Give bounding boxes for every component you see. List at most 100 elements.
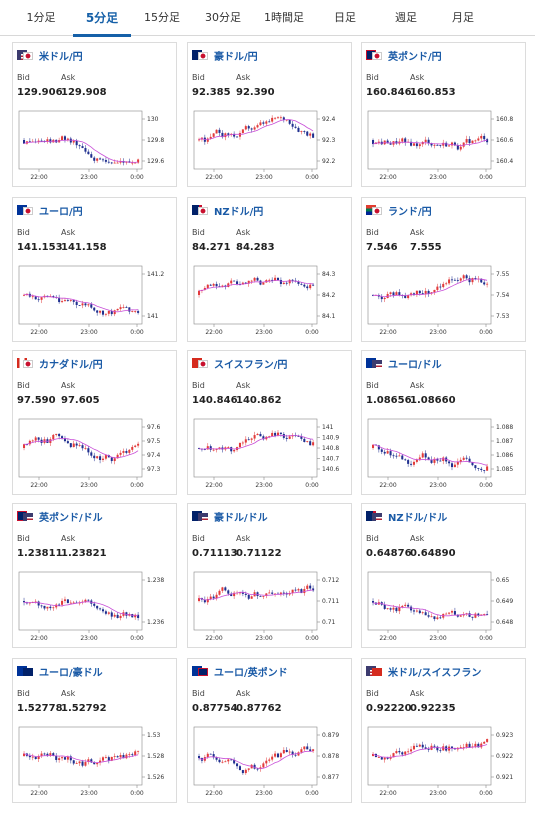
tab-3[interactable]: 30分足 [205, 11, 241, 24]
candlestick-chart[interactable]: 0.712 0.711 0.71 22:00 23:00 0:00 [192, 568, 349, 644]
rate-card[interactable]: 豪ドル/円 Bid Ask 92.385 92.390 92.4 92.3 92.2… [187, 42, 352, 187]
candlestick-chart[interactable]: 1.53 1.528 1.526 22:00 23:00 0:00 [17, 723, 174, 799]
candle-body [215, 757, 218, 760]
candle-body [227, 590, 230, 594]
bid-value: 0.71113 [192, 548, 238, 559]
candlestick-chart[interactable]: 0.879 0.878 0.877 22:00 23:00 0:00 [192, 723, 349, 799]
candlestick-chart[interactable]: 97.6 97.5 97.4 97.3 22:00 23:00 0:00 [17, 415, 174, 491]
rate-card[interactable]: NZドル/円 Bid Ask 84.271 84.283 84.3 84.2 84.… [187, 197, 352, 342]
rate-card[interactable]: ユーロ/英ポンド Bid Ask 0.87754 0.87762 0.879 0.… [187, 658, 352, 803]
tab-4[interactable]: 1時間足 [264, 11, 304, 24]
candle-body [282, 117, 285, 120]
candle-body [43, 753, 46, 755]
currency-pair-label[interactable]: 豪ドル/円 [214, 51, 258, 63]
candle-body [49, 606, 52, 609]
candle-body [407, 295, 410, 299]
candle-body [75, 763, 78, 765]
candle-body [131, 446, 134, 450]
candle-body [110, 612, 113, 617]
candle-body [404, 751, 407, 755]
rate-card[interactable]: ユーロ/円 Bid Ask 141.153 141.158 141.2 141 22… [12, 197, 177, 342]
eu-flag-icon [366, 358, 376, 368]
candle-body [203, 449, 206, 450]
candle-body [253, 764, 256, 769]
x-tick-label: 23:00 [429, 482, 446, 489]
currency-pair-label[interactable]: 米ドル/スイスフラン [388, 667, 482, 679]
rate-card[interactable]: ユーロ/ドル Bid Ask 1.08656 1.08660 1.088 1.08… [361, 350, 526, 495]
candle-body [450, 279, 454, 281]
rate-card[interactable]: 米ドル/円 Bid Ask 129.906 129.908 130 129.8 12… [12, 42, 177, 187]
tab-0[interactable]: 1分足 [26, 11, 56, 24]
x-tick-label: 23:00 [429, 329, 446, 336]
candle-body [63, 438, 66, 442]
candle-body [49, 753, 52, 756]
candle-body [380, 449, 383, 452]
currency-pair-label[interactable]: ユーロ/ドル [388, 359, 442, 371]
candlestick-chart[interactable]: 0.923 0.922 0.921 22:00 23:00 0:00 [366, 723, 523, 799]
currency-pair-label[interactable]: NZドル/ドル [388, 512, 448, 524]
candlestick-chart[interactable]: 1.088 1.087 1.086 1.085 22:00 23:00 0:00 [366, 415, 523, 491]
candle-body [288, 279, 291, 284]
candle-body [23, 444, 26, 448]
currency-pair-label[interactable]: カナダドル/円 [39, 359, 103, 371]
currency-pair-label[interactable]: スイスフラン/円 [214, 359, 288, 371]
moving-average-line [372, 744, 488, 758]
tab-1[interactable]: 5分足 [71, 0, 133, 37]
candlestick-chart[interactable]: 130 129.8 129.6 22:00 23:00 0:00 [17, 107, 174, 183]
currency-pair-label[interactable]: 英ポンド/円 [388, 51, 442, 63]
candlestick-chart[interactable]: 7.55 7.54 7.53 22:00 23:00 0:00 [366, 262, 523, 338]
candlestick-chart[interactable]: 92.4 92.3 92.2 22:00 23:00 0:00 [192, 107, 349, 183]
candle-body [23, 753, 26, 756]
candlestick-chart[interactable]: 160.8 160.6 160.4 22:00 23:00 0:00 [366, 107, 523, 183]
candle-body [66, 138, 69, 140]
candle-body [427, 290, 430, 294]
jp-flag-icon [372, 52, 382, 60]
currency-pair-label[interactable]: NZドル/円 [214, 206, 264, 218]
currency-pair-label[interactable]: 豪ドル/ドル [214, 512, 268, 524]
candle-body [72, 602, 75, 604]
currency-flags-icon [192, 511, 208, 521]
us-flag-icon [372, 360, 382, 368]
currency-pair-label[interactable]: ランド/円 [388, 206, 432, 218]
currency-pair-label[interactable]: ユーロ/英ポンド [214, 667, 288, 679]
rate-card[interactable]: 英ポンド/円 Bid Ask 160.846 160.853 160.8 160.… [361, 42, 526, 187]
tab-7[interactable]: 月足 [452, 11, 474, 24]
bid-value: 84.271 [192, 242, 231, 253]
chart-svg: 1.088 1.087 1.086 1.085 22:00 23:00 0:00 [367, 418, 513, 489]
candle-body [101, 310, 105, 315]
candle-body [392, 455, 395, 457]
candle-body [445, 142, 448, 147]
tab-2[interactable]: 15分足 [144, 11, 180, 24]
candlestick-chart[interactable]: 0.65 0.649 0.648 22:00 23:00 0:00 [366, 568, 523, 644]
tab-6[interactable]: 週足 [395, 11, 417, 24]
candlestick-chart[interactable]: 84.3 84.2 84.1 22:00 23:00 0:00 [192, 262, 349, 338]
plot-frame [367, 726, 492, 786]
rate-card[interactable]: 米ドル/スイスフラン Bid Ask 0.92220 0.92235 0.923… [361, 658, 526, 803]
candle-body [253, 277, 256, 281]
rate-card[interactable]: 英ポンド/ドル Bid Ask 1.23811 1.23821 1.238 1.2… [12, 503, 177, 648]
currency-pair-label[interactable]: ユーロ/円 [39, 206, 83, 218]
rate-card[interactable]: 豪ドル/ドル Bid Ask 0.71113 0.71122 0.712 0.71… [187, 503, 352, 648]
rate-card[interactable]: ランド/円 Bid Ask 7.546 7.555 7.55 7.54 7.53 22… [361, 197, 526, 342]
chart-svg: 0.65 0.649 0.648 22:00 23:00 0:00 [367, 571, 513, 642]
candle-body [247, 594, 250, 599]
candle-body [427, 749, 430, 750]
candle-body [93, 307, 96, 311]
candle-body [392, 292, 395, 296]
candle-body [125, 451, 128, 453]
ask-value: 140.862 [236, 395, 282, 406]
currency-pair-label[interactable]: 英ポンド/ドル [39, 512, 103, 524]
candle-body [404, 138, 407, 143]
candlestick-chart[interactable]: 141.2 141 22:00 23:00 0:00 [17, 262, 174, 338]
rate-card[interactable]: NZドル/ドル Bid Ask 0.64876 0.64890 0.65 0.64… [361, 503, 526, 648]
tab-5[interactable]: 日足 [334, 11, 356, 24]
candle-body [462, 275, 465, 279]
rate-card[interactable]: ユーロ/豪ドル Bid Ask 1.52778 1.52792 1.53 1.52… [12, 658, 177, 803]
candlestick-chart[interactable]: 141 140.9 140.8 140.7 140.6 22:00 23:00 0:00 [192, 415, 349, 491]
currency-pair-label[interactable]: 米ドル/円 [39, 51, 83, 63]
rate-card[interactable]: カナダドル/円 Bid Ask 97.590 97.605 97.6 97.5 97… [12, 350, 177, 495]
currency-pair-label[interactable]: ユーロ/豪ドル [39, 667, 103, 679]
rate-card[interactable]: スイスフラン/円 Bid Ask 140.846 140.862 141 140.… [187, 350, 352, 495]
candlestick-chart[interactable]: 1.238 1.236 22:00 23:00 0:00 [17, 568, 174, 644]
candle-body [63, 757, 66, 760]
